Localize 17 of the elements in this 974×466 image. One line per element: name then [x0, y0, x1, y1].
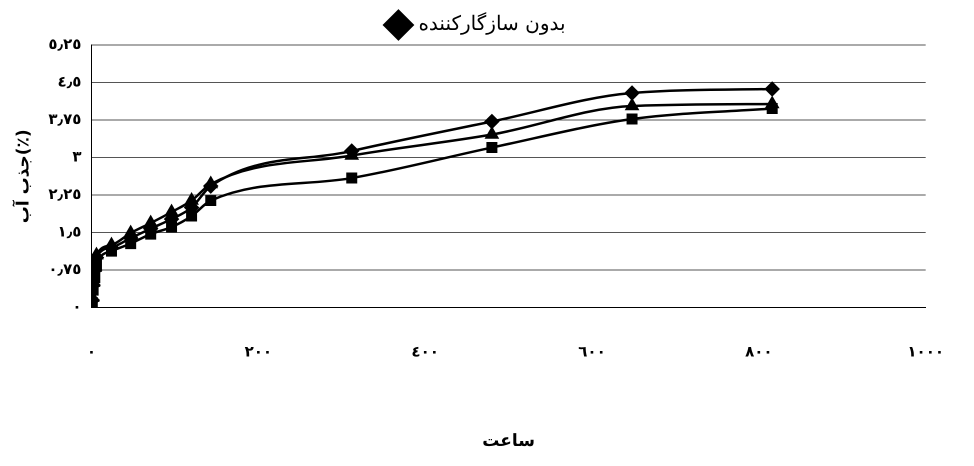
y-tick-label: ٣ — [72, 147, 82, 166]
y-tick-label: ١٫٥ — [58, 222, 82, 240]
x-tick-label: ٨٠٠ — [745, 342, 773, 360]
legend-label: بدون سازگارکننده — [418, 11, 566, 36]
x-axis-title: ساعت — [482, 431, 535, 452]
y-tick-label: ٣٫٧٥ — [48, 110, 82, 128]
y-tick-label: ٢٫٢٥ — [48, 184, 82, 203]
x-tick-label: ٠ — [86, 342, 96, 360]
y-tick-label: ٠ — [72, 297, 82, 316]
x-tick-label: ٢٠٠ — [244, 342, 272, 360]
y-tick-label: ٥٫٢٥ — [48, 34, 82, 53]
y-axis-title: جذب آب(٪) — [12, 129, 34, 224]
y-tick-label: ٠٫٧٥ — [48, 260, 82, 278]
x-tick-label: ١٠٠٠ — [907, 342, 944, 360]
x-tick-label: ٤٠٠ — [411, 342, 439, 360]
y-tick-label: ٤٫٥ — [58, 72, 82, 90]
x-tick-label: ٦٠٠ — [578, 342, 606, 360]
